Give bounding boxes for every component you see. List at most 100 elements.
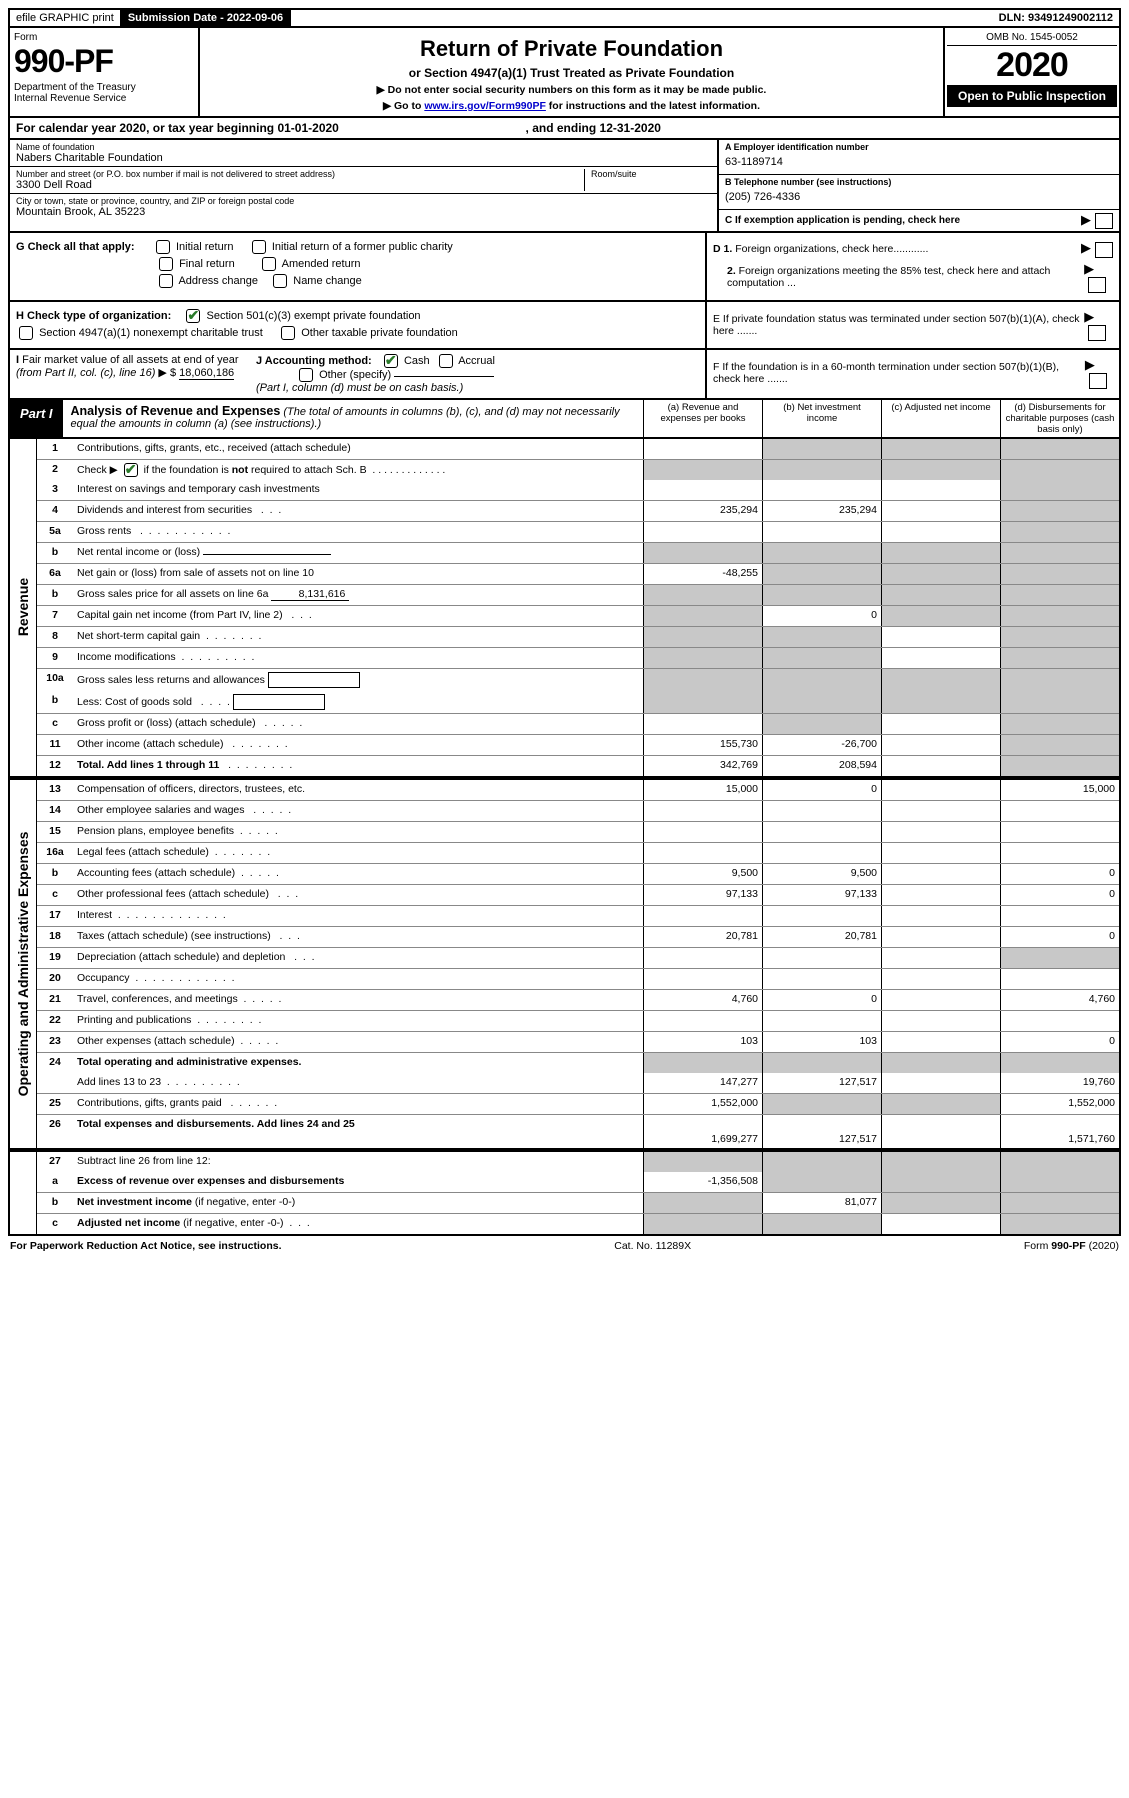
telephone: (205) 726-4336 <box>725 187 1113 207</box>
line-27: Subtract line 26 from line 12: <box>73 1152 643 1172</box>
line-24: Total operating and administrative expen… <box>73 1053 643 1073</box>
dept: Department of the Treasury <box>14 82 194 93</box>
chk-other-taxable[interactable] <box>281 326 295 340</box>
form-number: 990-PF <box>14 43 194 80</box>
header-mid: Return of Private Foundation or Section … <box>200 28 943 116</box>
chk-e[interactable] <box>1088 325 1106 341</box>
chk-initial[interactable] <box>156 240 170 254</box>
part1-title: Analysis of Revenue and Expenses (The to… <box>63 400 643 437</box>
note-ssn: ▶ Do not enter social security numbers o… <box>208 84 935 96</box>
efile-label: efile GRAPHIC print <box>10 10 122 26</box>
line-20: Occupancy . . . . . . . . . . . . <box>73 969 643 989</box>
part1-label: Part I <box>10 400 63 437</box>
line-27c: Adjusted net income (if negative, enter … <box>73 1214 643 1234</box>
chk-name-change[interactable] <box>273 274 287 288</box>
line-17: Interest . . . . . . . . . . . . . <box>73 906 643 926</box>
line-12: Total. Add lines 1 through 11 . . . . . … <box>73 756 643 776</box>
page-footer: For Paperwork Reduction Act Notice, see … <box>8 1236 1121 1256</box>
pending-cell: C If exemption application is pending, c… <box>719 210 1119 231</box>
chk-initial-former[interactable] <box>252 240 266 254</box>
line-6a: Net gain or (loss) from sale of assets n… <box>73 564 643 584</box>
column-headers: (a) Revenue and expenses per books (b) N… <box>643 400 1119 437</box>
line-19: Depreciation (attach schedule) and deple… <box>73 948 643 968</box>
chk-final[interactable] <box>159 257 173 271</box>
tax-year: 2020 <box>947 46 1117 85</box>
chk-other-method[interactable] <box>299 368 313 382</box>
line-18: Taxes (attach schedule) (see instruction… <box>73 927 643 947</box>
line-8: Net short-term capital gain . . . . . . … <box>73 627 643 647</box>
revenue-section: Revenue 1Contributions, gifts, grants, e… <box>8 439 1121 778</box>
ein-cell: A Employer identification number 63-1189… <box>719 140 1119 175</box>
col-a-header: (a) Revenue and expenses per books <box>643 400 762 437</box>
note-link: ▶ Go to www.irs.gov/Form990PF for instru… <box>208 100 935 112</box>
line-24-add: Add lines 13 to 23 . . . . . . . . . <box>73 1073 643 1093</box>
chk-amended[interactable] <box>262 257 276 271</box>
check-section-g: G Check all that apply: Initial return I… <box>8 233 1121 301</box>
city-cell: City or town, state or province, country… <box>10 194 717 220</box>
omb-number: OMB No. 1545-0052 <box>947 30 1117 46</box>
line-6b: Gross sales price for all assets on line… <box>73 585 643 605</box>
col-d-header: (d) Disbursements for charitable purpose… <box>1000 400 1119 437</box>
paperwork-notice: For Paperwork Reduction Act Notice, see … <box>10 1240 282 1252</box>
line-10b: Less: Cost of goods sold . . . . <box>73 691 643 713</box>
form-title: Return of Private Foundation <box>208 36 935 62</box>
cat-number: Cat. No. 11289X <box>614 1240 691 1252</box>
form-footer: Form 990-PF (2020) <box>1024 1240 1119 1252</box>
calendar-year-row: For calendar year 2020, or tax year begi… <box>8 118 1121 140</box>
telephone-cell: B Telephone number (see instructions) (2… <box>719 175 1119 210</box>
form-subtitle: or Section 4947(a)(1) Trust Treated as P… <box>208 66 935 80</box>
line-5b: Net rental income or (loss) <box>73 543 643 563</box>
line-4: Dividends and interest from securities .… <box>73 501 643 521</box>
line-5a: Gross rents . . . . . . . . . . . <box>73 522 643 542</box>
chk-d1[interactable] <box>1095 242 1113 258</box>
foundation-name-cell: Name of foundation Nabers Charitable Fou… <box>10 140 717 167</box>
ein: 63-1189714 <box>725 152 1113 172</box>
address-cell: Number and street (or P.O. box number if… <box>10 167 717 194</box>
line-13: Compensation of officers, directors, tru… <box>73 780 643 800</box>
line-9: Income modifications . . . . . . . . . <box>73 648 643 668</box>
net-section: 27Subtract line 26 from line 12: aExcess… <box>8 1150 1121 1236</box>
chk-addr-change[interactable] <box>159 274 173 288</box>
revenue-side-label: Revenue <box>10 439 37 776</box>
line-26: Total expenses and disbursements. Add li… <box>73 1115 643 1148</box>
foundation-name: Nabers Charitable Foundation <box>16 152 711 164</box>
line-15: Pension plans, employee benefits . . . .… <box>73 822 643 842</box>
chk-cash[interactable] <box>384 354 398 368</box>
col-b-header: (b) Net investment income <box>762 400 881 437</box>
line-3: Interest on savings and temporary cash i… <box>73 480 643 500</box>
header-left: Form 990-PF Department of the Treasury I… <box>10 28 200 116</box>
form-header: Form 990-PF Department of the Treasury I… <box>8 28 1121 118</box>
room-label: Room/suite <box>591 169 711 179</box>
line-10a: Gross sales less returns and allowances <box>73 669 643 691</box>
line-25: Contributions, gifts, grants paid . . . … <box>73 1094 643 1114</box>
city-state-zip: Mountain Brook, AL 35223 <box>16 206 711 218</box>
submission-date: Submission Date - 2022-09-06 <box>122 10 291 26</box>
line-21: Travel, conferences, and meetings . . . … <box>73 990 643 1010</box>
line-16b: Accounting fees (attach schedule) . . . … <box>73 864 643 884</box>
part1-header: Part I Analysis of Revenue and Expenses … <box>8 400 1121 439</box>
irs-link[interactable]: www.irs.gov/Form990PF <box>424 100 546 112</box>
line-16a: Legal fees (attach schedule) . . . . . .… <box>73 843 643 863</box>
form-word: Form <box>14 32 194 43</box>
open-public: Open to Public Inspection <box>947 85 1117 107</box>
chk-accrual[interactable] <box>439 354 453 368</box>
line-11: Other income (attach schedule) . . . . .… <box>73 735 643 755</box>
irs: Internal Revenue Service <box>14 93 194 104</box>
chk-501c3[interactable] <box>186 309 200 323</box>
line-1: Contributions, gifts, grants, etc., rece… <box>73 439 643 459</box>
line-16c: Other professional fees (attach schedule… <box>73 885 643 905</box>
entity-info: Name of foundation Nabers Charitable Fou… <box>8 140 1121 233</box>
chk-d2[interactable] <box>1088 277 1106 293</box>
line-22: Printing and publications . . . . . . . … <box>73 1011 643 1031</box>
expenses-section: Operating and Administrative Expenses 13… <box>8 778 1121 1150</box>
chk-sch-b[interactable] <box>124 463 138 477</box>
dln: DLN: 93491249002112 <box>993 10 1119 26</box>
line-27a: Excess of revenue over expenses and disb… <box>73 1172 643 1192</box>
chk-f[interactable] <box>1089 373 1107 389</box>
check-section-h: H Check type of organization: Section 50… <box>8 302 1121 350</box>
line-23: Other expenses (attach schedule) . . . .… <box>73 1032 643 1052</box>
pending-checkbox[interactable] <box>1095 213 1113 229</box>
chk-4947[interactable] <box>19 326 33 340</box>
line-14: Other employee salaries and wages . . . … <box>73 801 643 821</box>
fmv-value: 18,060,186 <box>179 367 234 380</box>
